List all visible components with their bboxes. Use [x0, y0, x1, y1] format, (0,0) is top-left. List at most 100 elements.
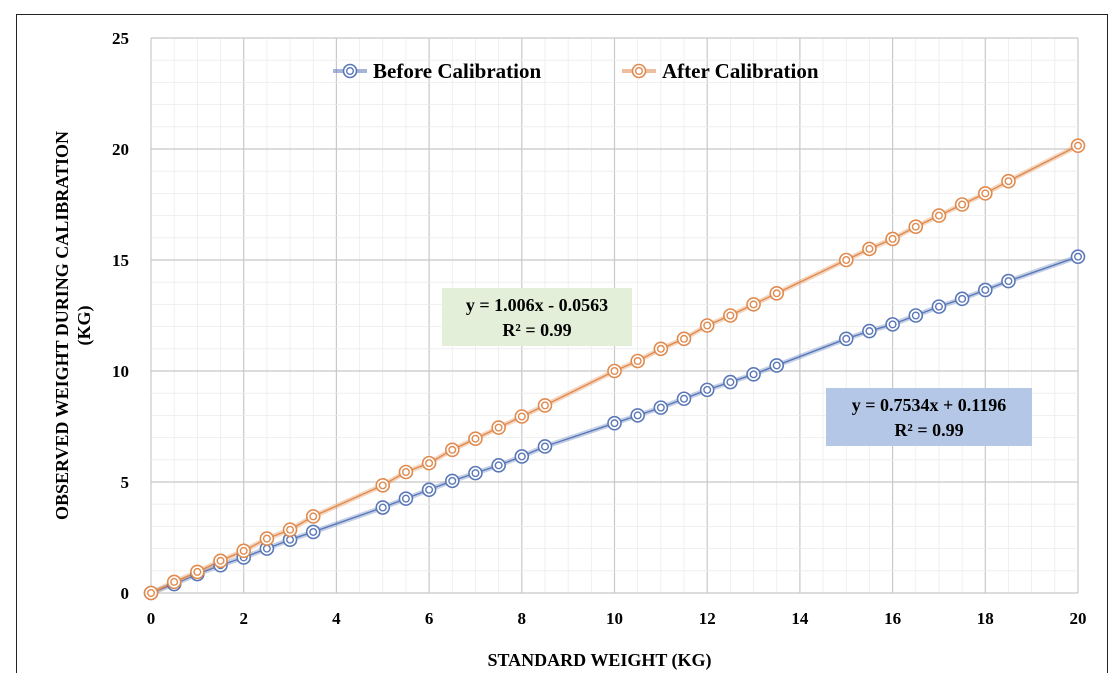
data-point-inner-after-calibration [633, 357, 642, 366]
data-point-inner-before-calibration [656, 403, 665, 412]
data-point-inner-before-calibration [842, 334, 851, 343]
data-point-after-calibration [213, 553, 228, 569]
data-point-before-calibration [908, 308, 924, 323]
data-point-inner-before-calibration [726, 378, 735, 387]
data-point-after-calibration [607, 363, 622, 379]
data-point-inner-after-calibration [378, 481, 387, 490]
after-r-squared-text: R² = 0.99 [502, 320, 571, 340]
data-point-before-calibration [954, 291, 970, 307]
legend: Before Calibration After Calibration [333, 59, 819, 83]
data-point-inner-after-calibration [934, 211, 943, 220]
data-point-before-calibration [1070, 249, 1086, 264]
data-point-inner-after-calibration [610, 367, 619, 376]
y-tick-label: 0 [121, 584, 130, 603]
y-tick-label: 15 [112, 251, 129, 270]
y-axis-title: OBSERVED WEIGHT DURING CALIBRATION (KG) [52, 131, 95, 520]
data-point-after-calibration [514, 409, 530, 424]
legend-item-before: Before Calibration [333, 59, 541, 83]
x-tick-label: 8 [518, 609, 527, 628]
data-point-after-calibration [630, 353, 645, 369]
chart-frame [16, 14, 1108, 673]
data-point-after-calibration [282, 522, 298, 538]
data-point-after-calibration [653, 341, 669, 357]
before-equation-background [826, 388, 1032, 446]
data-point-inner-after-calibration [216, 556, 225, 565]
data-point-inner-after-calibration [911, 222, 920, 231]
data-point-after-calibration [421, 455, 437, 471]
data-point-inner-after-calibration [262, 534, 271, 543]
data-point-inner-before-calibration [401, 494, 410, 503]
data-point-inner-after-calibration [888, 234, 897, 243]
data-point-inner-after-calibration [401, 468, 410, 477]
data-point-inner-after-calibration [958, 200, 967, 209]
data-point-inner-before-calibration [517, 452, 526, 461]
data-point-inner-after-calibration [680, 334, 689, 343]
x-tick-label: 18 [977, 609, 994, 628]
data-point-before-calibration [1001, 273, 1016, 289]
x-tick-label: 6 [425, 609, 434, 628]
data-point-before-calibration [491, 458, 506, 473]
x-tick-label: 4 [332, 609, 341, 628]
data-point-after-calibration [676, 331, 692, 347]
data-point-inner-after-calibration [749, 300, 758, 309]
data-point-inner-after-calibration [170, 577, 179, 586]
data-point-after-calibration [166, 574, 182, 590]
legend-label-after-calibration: After Calibration [662, 59, 819, 83]
data-point-inner-after-calibration [865, 244, 874, 253]
grid [150, 37, 1079, 594]
x-axis-title: STANDARD WEIGHT (KG) [487, 650, 711, 671]
data-point-after-calibration [862, 241, 877, 257]
after-equation-background [442, 288, 632, 346]
legend-marker-before-calibration [342, 63, 358, 79]
data-point-before-calibration [421, 482, 437, 498]
data-point-inner-after-calibration [448, 445, 457, 454]
legend-marker-inner-before-calibration [346, 66, 355, 75]
data-point-inner-after-calibration [1073, 141, 1082, 150]
data-point-inner-before-calibration [888, 320, 897, 329]
data-point-inner-after-calibration [494, 423, 503, 432]
data-point-after-calibration [375, 478, 391, 493]
data-point-before-calibration [607, 415, 622, 431]
x-tick-label: 20 [1070, 609, 1087, 628]
y-tick-label: 5 [121, 473, 130, 492]
data-point-inner-before-calibration [981, 285, 990, 294]
data-point-after-calibration [236, 543, 251, 559]
data-point-before-calibration [444, 473, 460, 489]
data-point-inner-before-calibration [958, 294, 967, 303]
data-point-before-calibration [305, 524, 321, 540]
data-point-inner-before-calibration [865, 327, 874, 336]
data-point-before-calibration [723, 374, 738, 390]
data-point-inner-after-calibration [842, 256, 851, 265]
data-point-inner-after-calibration [239, 546, 248, 555]
y-tick-label: 10 [112, 362, 129, 381]
data-point-inner-before-calibration [703, 385, 712, 394]
data-point-inner-before-calibration [911, 311, 920, 320]
data-point-inner-before-calibration [1073, 252, 1082, 261]
data-point-inner-after-calibration [656, 344, 665, 353]
data-point-after-calibration [838, 252, 854, 268]
x-tick-label: 16 [884, 609, 901, 628]
x-tick-label: 12 [699, 609, 716, 628]
data-point-inner-after-calibration [1004, 177, 1013, 186]
after-calibration-equation-box: y = 1.006x - 0.0563 R² = 0.99 [442, 288, 632, 346]
data-point-after-calibration [398, 464, 414, 480]
data-point-inner-before-calibration [749, 370, 758, 379]
data-point-after-calibration [1070, 138, 1086, 153]
y-axis-title-line-1: OBSERVED WEIGHT DURING CALIBRATION [52, 131, 72, 520]
before-equation-text: y = 0.7534x + 0.1196 [852, 395, 1007, 415]
data-point-before-calibration [746, 367, 761, 382]
data-point-after-calibration [908, 219, 924, 234]
data-point-inner-after-calibration [425, 459, 434, 468]
x-tick-label: 10 [606, 609, 623, 628]
before-r-squared-text: R² = 0.99 [894, 420, 963, 440]
data-point-inner-before-calibration [934, 302, 943, 311]
data-point-after-calibration [259, 531, 275, 546]
data-point-inner-after-calibration [193, 567, 202, 576]
legend-marker-inner-after-calibration [635, 66, 644, 75]
before-calibration-equation-box: y = 0.7534x + 0.1196 R² = 0.99 [826, 388, 1032, 446]
legend-marker-after-calibration [631, 63, 647, 79]
data-point-before-calibration [838, 331, 854, 347]
x-tick-label: 0 [147, 609, 156, 628]
data-point-inner-after-calibration [286, 525, 295, 534]
